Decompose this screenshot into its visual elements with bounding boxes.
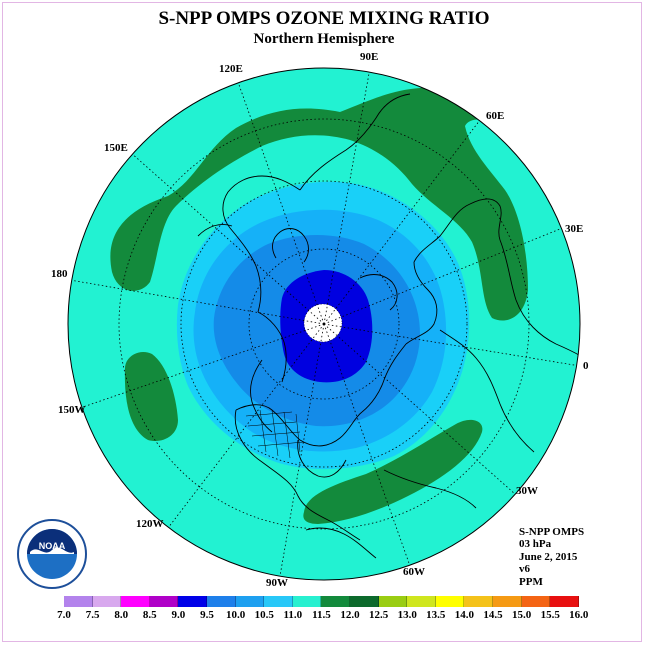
colorbar-tick-label: 15.5 xyxy=(540,609,560,621)
colorbar-cell xyxy=(464,596,493,607)
colorbar-tick-label: 13.0 xyxy=(397,609,417,621)
lon-label-90e: 90E xyxy=(360,51,379,63)
colorbar-tick-label: 14.5 xyxy=(483,609,503,621)
colorbar-tick-label: 11.0 xyxy=(283,609,303,621)
lon-label-120e: 120E xyxy=(219,63,243,75)
lon-label-120w: 120W xyxy=(136,518,164,530)
colorbar-tick-label: 15.0 xyxy=(511,609,532,621)
noaa-logo: NOAA xyxy=(17,519,87,589)
ozone-band-11-5-south xyxy=(303,419,483,524)
colorbar-cell xyxy=(492,596,522,607)
colorbar-cell xyxy=(64,596,93,607)
lon-label-0: 0 xyxy=(583,360,589,372)
info-block: S-NPP OMPS 03 hPa June 2, 2015 v6 PPM xyxy=(519,526,584,588)
info-instrument: S-NPP OMPS xyxy=(519,526,585,538)
colorbar-cell xyxy=(435,596,465,607)
colorbar-tick-label: 10.5 xyxy=(254,609,274,621)
colorbar-cell xyxy=(264,596,293,607)
lon-label-30w: 30W xyxy=(516,485,538,497)
ozone-field xyxy=(68,68,580,580)
colorbar-tick-label: 10.0 xyxy=(225,609,246,621)
colorbar-tick-label: 12.5 xyxy=(368,609,389,621)
map-title: S-NPP OMPS OZONE MIXING RATIO xyxy=(158,8,490,29)
lon-label-60e: 60E xyxy=(486,110,505,122)
info-version: v6 xyxy=(519,563,530,576)
colorbar-tick-label: 12.0 xyxy=(340,609,360,621)
colorbar-tick-label: 8.5 xyxy=(142,609,157,621)
lon-label-30e: 30E xyxy=(565,223,584,235)
lon-label-60w: 60W xyxy=(403,566,425,578)
lon-label-90w: 90W xyxy=(266,577,288,589)
colorbar-tick-label: 14.0 xyxy=(454,609,475,621)
coastlines xyxy=(197,93,580,559)
lon-label-180: 180 xyxy=(51,268,68,280)
colorbar-ticks: 7.0 7.5 8.0 8.5 9.0 9.5 10.0 10.5 11.0 11.5 12.0 12… xyxy=(0,609,648,623)
colorbar-cell xyxy=(550,596,579,607)
colorbar-cell xyxy=(407,596,436,607)
map-subtitle: Northern Hemisphere xyxy=(253,31,395,47)
colorbar-cell xyxy=(378,596,408,607)
colorbar-tick-label: 9.5 xyxy=(200,609,214,621)
colorbar-tick-label: 13.5 xyxy=(426,609,446,621)
colorbar-cell xyxy=(121,596,150,607)
polar-gap-edge xyxy=(303,303,343,343)
ozone-band-11-5-west xyxy=(124,351,178,442)
colorbar-tick-label: 7.0 xyxy=(57,609,71,621)
colorbar-cell xyxy=(321,596,350,607)
info-level: 03 hPa xyxy=(519,538,552,551)
info-date: June 2, 2015 xyxy=(519,550,578,563)
colorbar-tick-label: 9.0 xyxy=(171,609,186,621)
info-units: PPM xyxy=(519,575,543,588)
colorbar-cell xyxy=(206,596,236,607)
colorbar-tick-label: 8.0 xyxy=(114,609,129,621)
colorbar-tick-label: 16.0 xyxy=(569,609,589,621)
ozone-band-11-5-north xyxy=(110,87,548,321)
colorbar-cell xyxy=(235,596,265,607)
lon-label-150e: 150E xyxy=(104,142,128,154)
colorbar xyxy=(64,596,579,607)
colorbar-cell xyxy=(92,596,122,607)
colorbar-tick-label: 11.5 xyxy=(312,609,331,621)
lon-label-150w: 150W xyxy=(58,404,86,416)
colorbar-cell xyxy=(292,596,322,607)
colorbar-cell xyxy=(178,596,207,607)
colorbar-tick-label: 7.5 xyxy=(85,609,100,621)
graticule xyxy=(69,68,580,577)
colorbar-cell xyxy=(349,596,379,607)
noaa-logo-text: NOAA xyxy=(39,541,66,551)
map-boundary xyxy=(67,67,581,581)
state-boundaries xyxy=(245,409,305,459)
colorbar-cell xyxy=(149,596,179,607)
colorbar-cell xyxy=(521,596,551,607)
